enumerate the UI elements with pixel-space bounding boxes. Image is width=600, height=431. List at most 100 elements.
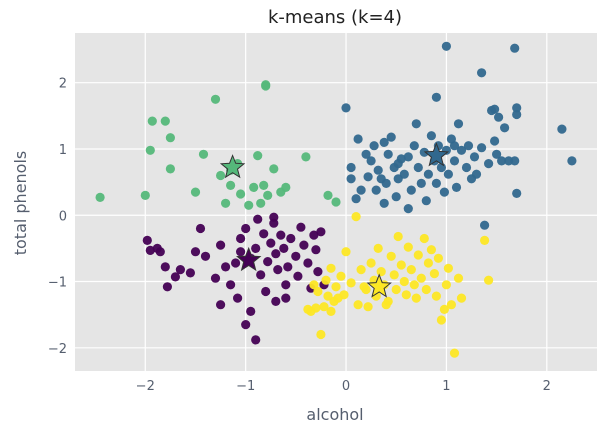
data-point-cluster-0: [162, 282, 172, 292]
data-point-cluster-2: [323, 190, 333, 200]
data-point-cluster-3: [393, 231, 403, 242]
cluster-center-star-1: [423, 142, 450, 167]
data-point-cluster-1: [423, 169, 433, 179]
data-point-cluster-0: [313, 267, 323, 277]
data-point-cluster-1: [431, 92, 441, 102]
data-point-cluster-1: [369, 141, 379, 151]
data-point-cluster-3: [423, 258, 433, 268]
data-point-cluster-1: [463, 141, 474, 151]
data-point-cluster-0: [241, 223, 251, 234]
data-point-cluster-0: [160, 262, 170, 272]
data-point-cluster-3: [411, 293, 421, 303]
data-point-cluster-3: [376, 267, 386, 277]
data-point-cluster-3: [396, 260, 406, 270]
data-point-cluster-0: [271, 296, 281, 306]
data-point-cluster-0: [281, 293, 291, 303]
data-point-cluster-3: [409, 280, 419, 290]
data-point-cluster-0: [145, 245, 155, 255]
data-point-cluster-1: [366, 156, 376, 166]
data-point-cluster-0: [231, 258, 241, 268]
data-point-cluster-2: [160, 116, 170, 126]
data-point-cluster-3: [391, 284, 401, 295]
data-point-cluster-1: [510, 43, 520, 53]
cluster-center-star-2: [219, 154, 246, 179]
data-point-cluster-1: [346, 162, 356, 173]
data-point-cluster-1: [500, 123, 510, 133]
data-point-cluster-1: [341, 103, 351, 113]
y-tick-label: −2: [48, 342, 67, 357]
data-point-cluster-1: [381, 178, 391, 188]
data-point-cluster-3: [421, 284, 431, 295]
data-point-cluster-1: [567, 156, 577, 166]
data-point-cluster-3: [363, 302, 373, 312]
chart-title: k-means (k=4): [268, 7, 402, 28]
data-point-cluster-1: [512, 109, 522, 120]
data-point-cluster-1: [490, 136, 500, 146]
data-point-cluster-1: [416, 178, 426, 188]
data-point-cluster-1: [484, 159, 494, 169]
data-point-cluster-2: [269, 164, 279, 174]
data-point-cluster-1: [456, 145, 467, 155]
data-point-cluster-3: [433, 253, 443, 263]
data-point-cluster-0: [221, 262, 231, 272]
data-point-cluster-1: [356, 185, 366, 195]
data-point-cluster-3: [309, 280, 319, 290]
data-point-cluster-2: [256, 198, 266, 208]
data-point-cluster-1: [439, 187, 449, 197]
data-point-cluster-0: [175, 265, 185, 275]
data-point-cluster-1: [431, 178, 441, 188]
data-point-cluster-1: [371, 185, 381, 195]
data-point-cluster-3: [484, 275, 494, 285]
data-point-cluster-1: [451, 182, 462, 192]
data-point-cluster-0: [271, 249, 281, 259]
data-point-cluster-2: [210, 94, 221, 104]
data-point-cluster-1: [361, 149, 371, 159]
data-point-cluster-0: [283, 262, 293, 272]
data-point-cluster-3: [403, 242, 413, 252]
data-point-cluster-3: [331, 282, 341, 292]
data-point-cluster-1: [512, 103, 522, 113]
data-point-cluster-0: [279, 243, 289, 253]
data-point-cluster-3: [321, 275, 331, 285]
x-axis-label: alcohol: [306, 405, 363, 424]
data-point-cluster-1: [510, 156, 520, 166]
data-point-cluster-0: [210, 273, 221, 283]
data-point-cluster-0: [195, 223, 206, 234]
data-point-cluster-3: [319, 302, 329, 312]
data-point-cluster-2: [147, 116, 157, 126]
data-point-cluster-0: [246, 306, 256, 316]
data-point-cluster-1: [471, 169, 482, 179]
data-point-cluster-3: [303, 304, 313, 314]
y-tick-label: 2: [59, 77, 67, 92]
data-point-cluster-0: [251, 243, 261, 253]
data-point-cluster-2: [249, 182, 259, 192]
data-point-cluster-1: [449, 156, 460, 166]
data-point-cluster-2: [301, 152, 311, 162]
data-point-cluster-1: [379, 137, 389, 147]
data-point-cluster-2: [145, 145, 155, 155]
data-point-cluster-0: [236, 247, 246, 257]
data-point-cluster-0: [185, 268, 195, 278]
data-point-cluster-1: [512, 188, 522, 198]
data-point-cluster-3: [353, 300, 363, 310]
data-point-cluster-3: [323, 291, 333, 301]
data-point-cluster-2: [140, 190, 150, 200]
data-point-cluster-1: [469, 152, 480, 162]
data-point-cluster-0: [155, 247, 165, 257]
data-point-cluster-3: [419, 233, 429, 244]
data-point-cluster-1: [421, 196, 431, 206]
data-point-cluster-2: [261, 80, 271, 90]
data-point-cluster-1: [406, 185, 416, 195]
data-point-cluster-0: [251, 335, 261, 345]
data-point-cluster-0: [259, 229, 269, 239]
data-point-cluster-1: [441, 41, 451, 51]
data-point-cluster-3: [446, 300, 456, 310]
data-point-cluster-3: [436, 315, 446, 325]
x-tick-label: 1: [442, 379, 450, 394]
y-tick-label: 0: [59, 209, 67, 224]
data-point-cluster-3: [480, 235, 490, 245]
data-point-cluster-3: [336, 271, 346, 281]
data-point-cluster-1: [426, 131, 436, 141]
data-point-cluster-2: [95, 192, 105, 202]
